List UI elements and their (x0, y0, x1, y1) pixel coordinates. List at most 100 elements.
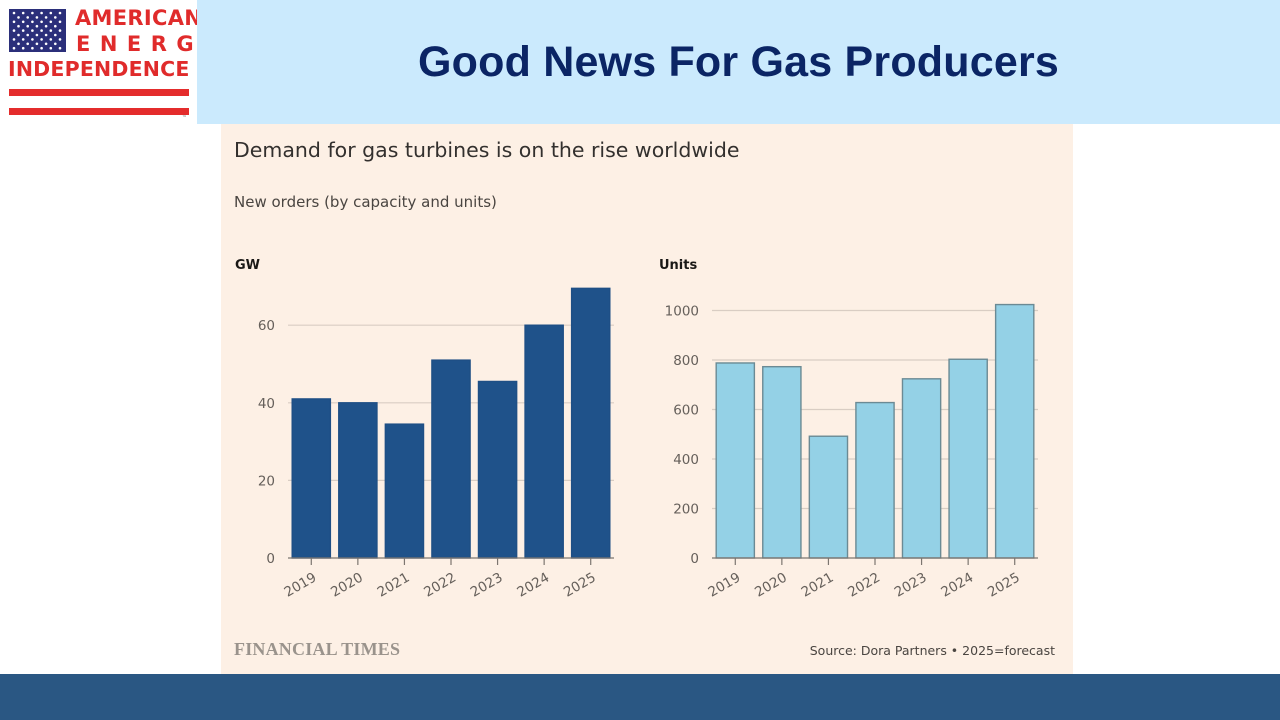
financial-times-logo: FINANCIAL TIMES (234, 639, 401, 659)
x-tick-label: 2019 (706, 570, 744, 601)
x-tick-label: 2019 (282, 570, 320, 601)
bar-2019 (291, 398, 332, 559)
flag-star (40, 11, 43, 15)
x-tick-label: 2023 (468, 570, 506, 601)
trademark-mark: ™ (182, 115, 187, 121)
flag-star (21, 38, 25, 41)
bar-2019 (715, 362, 756, 559)
flag-star (31, 46, 34, 50)
x-tick-label: 2023 (892, 570, 930, 601)
flag-star (26, 16, 30, 19)
flag-star (54, 42, 57, 46)
bar-2021 (384, 423, 425, 559)
flag-star (49, 29, 53, 32)
slide-header: Good News For Gas Producers (197, 0, 1280, 124)
flag-stripe (9, 89, 189, 96)
flag-star (58, 11, 62, 15)
flag-star (12, 11, 16, 15)
bar-2024 (524, 324, 564, 559)
x-tick-label: 2022 (845, 570, 883, 601)
y-tick-label: 60 (258, 318, 275, 334)
flag-star (49, 20, 53, 24)
y-tick-label: 40 (258, 396, 275, 412)
flag-star (40, 20, 43, 24)
flag-star (40, 29, 43, 32)
flag-star (17, 16, 20, 19)
x-tick-label: 2024 (514, 570, 552, 601)
bar-2023 (477, 380, 518, 559)
slide-footer-band (0, 674, 1280, 720)
flag-star (26, 24, 30, 28)
bar-2024 (948, 358, 988, 559)
logo-line-american: AMERICAN (75, 6, 203, 30)
bar-2025 (570, 287, 611, 559)
y-tick-label: 400 (673, 452, 699, 468)
x-tick-label: 2025 (561, 570, 599, 601)
x-tick-label: 2024 (938, 570, 976, 601)
flag-star (12, 38, 16, 41)
y-tick-label: 800 (673, 353, 699, 369)
x-tick-label: 2021 (375, 570, 413, 601)
flag-star (31, 38, 34, 41)
flag-star (54, 24, 57, 28)
flag-star (40, 38, 43, 41)
flag-star (17, 42, 20, 46)
x-tick-label: 2020 (328, 570, 366, 601)
flag-star (17, 24, 20, 28)
flag-star (49, 46, 53, 50)
flag-star (40, 46, 43, 50)
flag-stripe (9, 108, 189, 115)
chart-subtitle: New orders (by capacity and units) (234, 193, 497, 211)
flag-star (12, 20, 16, 24)
slide-title: Good News For Gas Producers (418, 38, 1059, 86)
flag-star (44, 16, 48, 19)
y-tick-label: 200 (673, 502, 699, 518)
gw-chart: GW 0 20 40 60 2019 2020 2021 2022 2023 2024 2025 (235, 258, 614, 601)
units-chart: Units 0 200 400 600 800 1000 2019 2020 2021 2022 20… (659, 258, 1038, 601)
bar-2021 (808, 435, 849, 559)
bar-2020 (762, 365, 802, 559)
x-tick-label: 2020 (752, 570, 790, 601)
x-tick-label: 2025 (985, 570, 1023, 601)
flag-star (35, 33, 39, 37)
y-tick-label: 0 (266, 551, 275, 567)
y-axis-unit-label: GW (235, 258, 260, 273)
flag-star (12, 29, 16, 32)
bar-2025 (994, 303, 1035, 559)
logo-line-energy: ENERGY (76, 32, 228, 56)
bar-2022 (855, 401, 895, 559)
flag-star (58, 38, 62, 41)
logo-line-independence: INDEPENDENCE (8, 57, 190, 81)
x-tick-label: 2022 (421, 570, 459, 601)
flag-star (44, 24, 48, 28)
flag-star (44, 33, 48, 37)
flag-star (31, 20, 34, 24)
flag-star (21, 46, 25, 50)
flag-star (31, 11, 34, 15)
y-axis-unit-label: Units (659, 258, 697, 273)
flag-star (35, 16, 39, 19)
flag-star (44, 42, 48, 46)
flag-stars-icon (9, 9, 66, 52)
flag-star (35, 24, 39, 28)
y-tick-label: 20 (258, 473, 275, 489)
y-tick-label: 1000 (665, 304, 699, 320)
charts-canvas: GW 0 20 40 60 2019 2020 2021 2022 2023 2024 2025 Un… (235, 258, 1038, 601)
flag-star (49, 38, 53, 41)
flag-star (31, 29, 34, 32)
y-tick-label: 600 (673, 403, 699, 419)
flag-star (17, 33, 20, 37)
flag-star (49, 11, 53, 15)
flag-star (35, 42, 39, 46)
flag-star (58, 20, 62, 24)
flag-star (26, 42, 30, 46)
flag-star (58, 29, 62, 32)
chart-title: Demand for gas turbines is on the rise w… (234, 138, 740, 162)
flag-star (21, 29, 25, 32)
bar-2023 (901, 378, 942, 559)
flag-star (54, 16, 57, 19)
bar-2022 (431, 359, 471, 559)
x-tick-label: 2021 (799, 570, 837, 601)
flag-star (54, 33, 57, 37)
american-energy-independence-logo: AMERICAN ENERGY INDEPENDENCE ™ (0, 0, 218, 124)
